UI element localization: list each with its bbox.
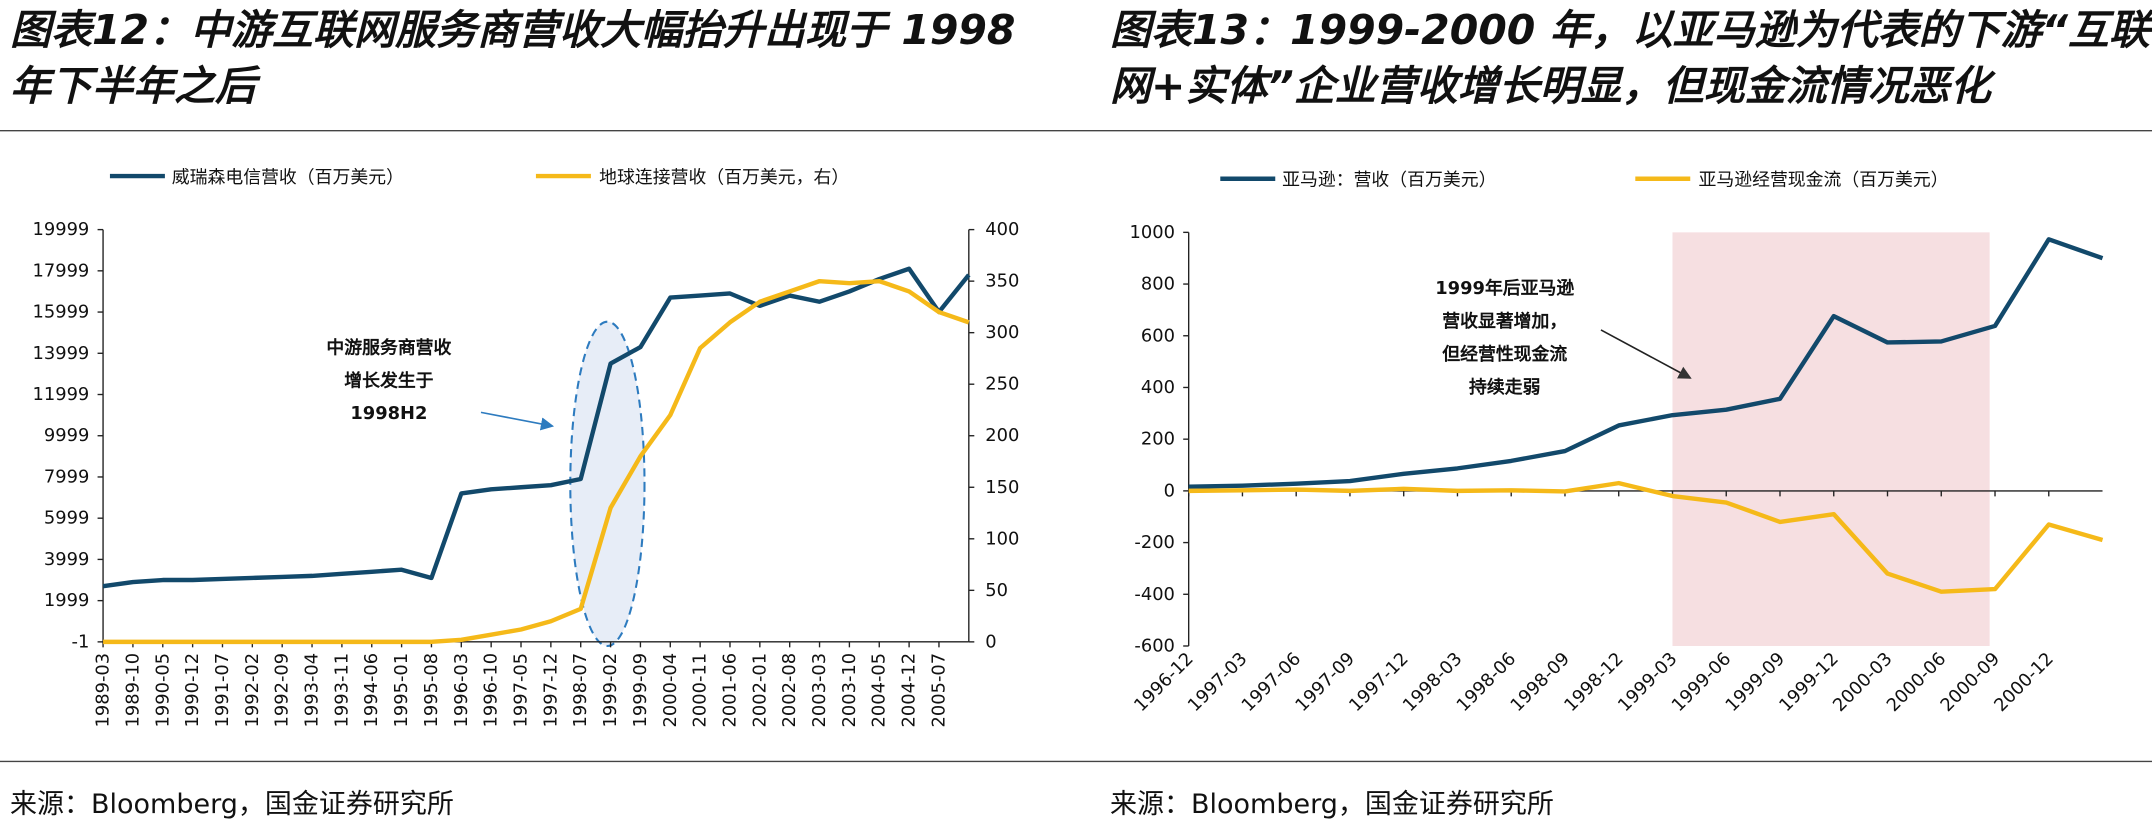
arrow [480,411,555,431]
y-tick-label: 800 [1141,274,1175,295]
y2-tick-label: 50 [985,580,1008,601]
x-tick-label: 2000-11 [690,653,711,728]
x-tick-label: 1992-02 [242,653,263,728]
highlight-ellipse [569,320,646,648]
y-tick-label: 3999 [44,549,89,570]
y-tick-label: -400 [1134,584,1175,605]
x-tick-label: 1995-01 [391,653,412,728]
annotation: 1998H2 [350,403,427,424]
x-tick-label: 2002-01 [749,653,770,728]
x-tick-label: 1997-05 [511,653,532,728]
y-tick-label: 19999 [32,219,89,240]
x-tick-label: 2000-04 [660,653,681,728]
source: 来源：Bloomberg，国金证券研究所 [10,789,454,820]
annotation: 持续走弱 [1469,376,1540,398]
y2-tick-label: 200 [985,425,1019,446]
x-tick-label: 2004-12 [899,653,920,728]
source: 来源：Bloomberg，国金证券研究所 [1110,789,1554,820]
x-tick-label: 1993-11 [331,653,352,728]
y-tick-label: 13999 [32,343,89,364]
x-tick-label: 1993-04 [302,653,323,728]
x-tick-label: 1990-12 [182,653,203,728]
x-tick-label: 1992-09 [272,653,293,728]
y-tick-label: 0 [1164,480,1175,501]
x-tick-label: 1990-05 [152,653,173,728]
y-tick-label: 600 [1141,325,1175,346]
y-tick-label: 17999 [32,260,89,281]
annotation: 中游服务商营收 [326,336,451,358]
x-tick-label: 2004-05 [869,653,890,728]
x-tick-label: 1997-12 [540,653,561,728]
y-tick-label: 5999 [44,508,89,529]
x-tick-label: 1991-07 [212,653,233,728]
annotation: 但经营性现金流 [1442,343,1567,365]
x-tick-label: 1996-03 [451,653,472,728]
annotation: 1999年后亚马逊 [1435,277,1574,299]
x-tick-label: 1999-02 [600,653,621,728]
y-tick-label: 7999 [44,466,89,487]
y-tick-label: 1000 [1129,222,1174,243]
x-tick-label: 1989-03 [93,653,114,728]
y2-tick-label: 350 [985,271,1019,292]
series-line [102,266,971,589]
chart-title: 图表13：1999-2000 年，以亚马逊为代表的下游“互联网+实体”企业营收增… [1110,6,2150,110]
y2-tick-label: 100 [985,528,1019,549]
series-line [103,278,970,645]
x-tick-label: 1996-10 [481,653,502,728]
y-tick-label: 11999 [32,384,89,405]
x-tick-label: 2001-06 [719,653,740,728]
y-tick-label: -1 [72,631,90,652]
annotation: 营收显著增加， [1442,310,1567,332]
annotation: 增长发生于 [344,369,433,391]
y-tick-label: 200 [1141,429,1175,450]
y2-tick-label: 400 [985,219,1019,240]
legend-label: 亚马逊：营收（百万美元） [1282,170,1496,191]
y-tick-label: 15999 [32,302,89,323]
x-tick-label: 2000-12 [1990,648,2058,716]
y2-tick-label: 0 [985,631,996,652]
chart-title: 图表12：中游互联网服务商营收大幅抬升出现于 1998 年下半年之后 [10,6,1016,110]
y2-tick-label: 300 [985,322,1019,343]
x-tick-label: 1995-08 [421,653,442,728]
x-tick-label: 1999-09 [630,653,651,728]
y-tick-label: 1999 [44,590,89,611]
y-tick-label: 9999 [44,425,89,446]
series-line [1188,237,2104,489]
x-tick-label: 2003-03 [809,653,830,728]
series-line [1188,480,2104,594]
y2-tick-label: 250 [985,374,1019,395]
legend-label: 亚马逊经营现金流（百万美元） [1699,170,1949,191]
y-tick-label: -200 [1134,532,1175,553]
x-tick-label: 1994-06 [361,653,382,728]
arrow [1600,329,1692,379]
legend-label: 地球连接营收（百万美元，右） [599,167,849,188]
x-tick-label: 1989-10 [122,653,143,728]
y-tick-label: 400 [1141,377,1175,398]
x-tick-label: 2002-08 [779,653,800,728]
y2-tick-label: 150 [985,477,1019,498]
highlight-band [1672,232,1990,646]
x-tick-label: 2005-07 [928,653,949,728]
x-tick-label: 2003-10 [839,653,860,728]
y-tick-label: -600 [1134,635,1175,656]
legend-label: 威瑞森电信营收（百万美元） [172,167,404,188]
x-tick-label: 1998-07 [570,653,591,728]
